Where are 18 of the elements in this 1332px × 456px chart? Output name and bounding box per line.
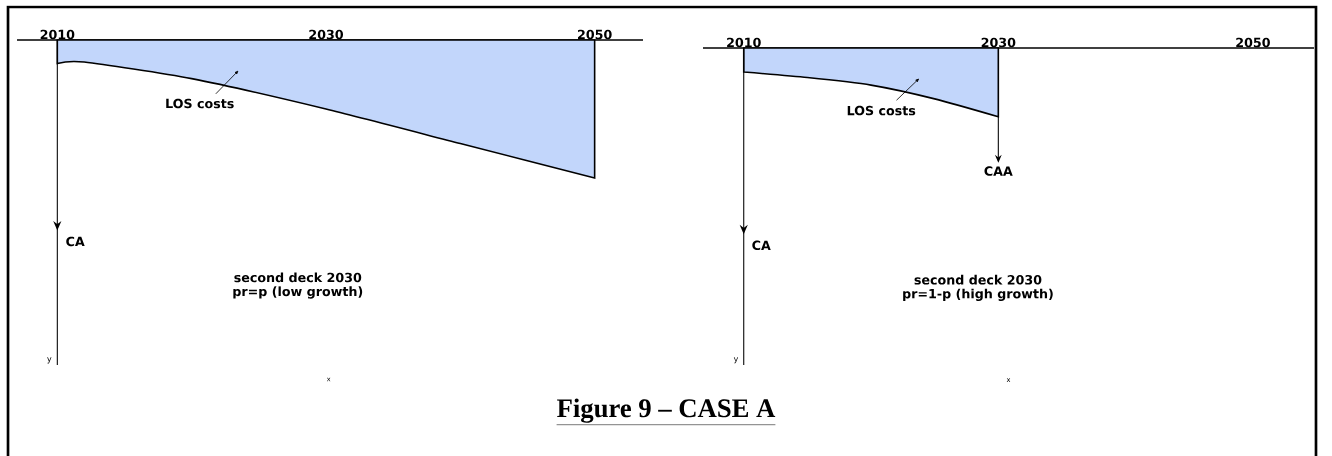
ref-line-label: CA [66, 236, 85, 247]
text: pr=1-p (high growth) [903, 288, 1053, 301]
x-tick-label: 2030 [981, 37, 1016, 48]
ref-line-label: CA [752, 240, 771, 251]
text: Figure 9 – CASE A [557, 398, 776, 423]
text: y [733, 357, 739, 364]
text: y [47, 357, 52, 364]
x-tick-label: 2030 [309, 29, 344, 40]
text: second deck 2030 [914, 274, 1042, 285]
x-tick-label: 2050 [578, 29, 612, 40]
annotation: LOS costs [166, 98, 234, 109]
annotation: LOS costs [847, 105, 916, 116]
x-tick-label: 2050 [1236, 37, 1270, 48]
x-tick-label: 2010 [40, 29, 75, 40]
x-tick-label: 2010 [727, 37, 761, 48]
text: CAA [984, 166, 1013, 176]
text: second deck 2030 [234, 272, 362, 283]
text: pr=p (low growth) [233, 286, 363, 299]
